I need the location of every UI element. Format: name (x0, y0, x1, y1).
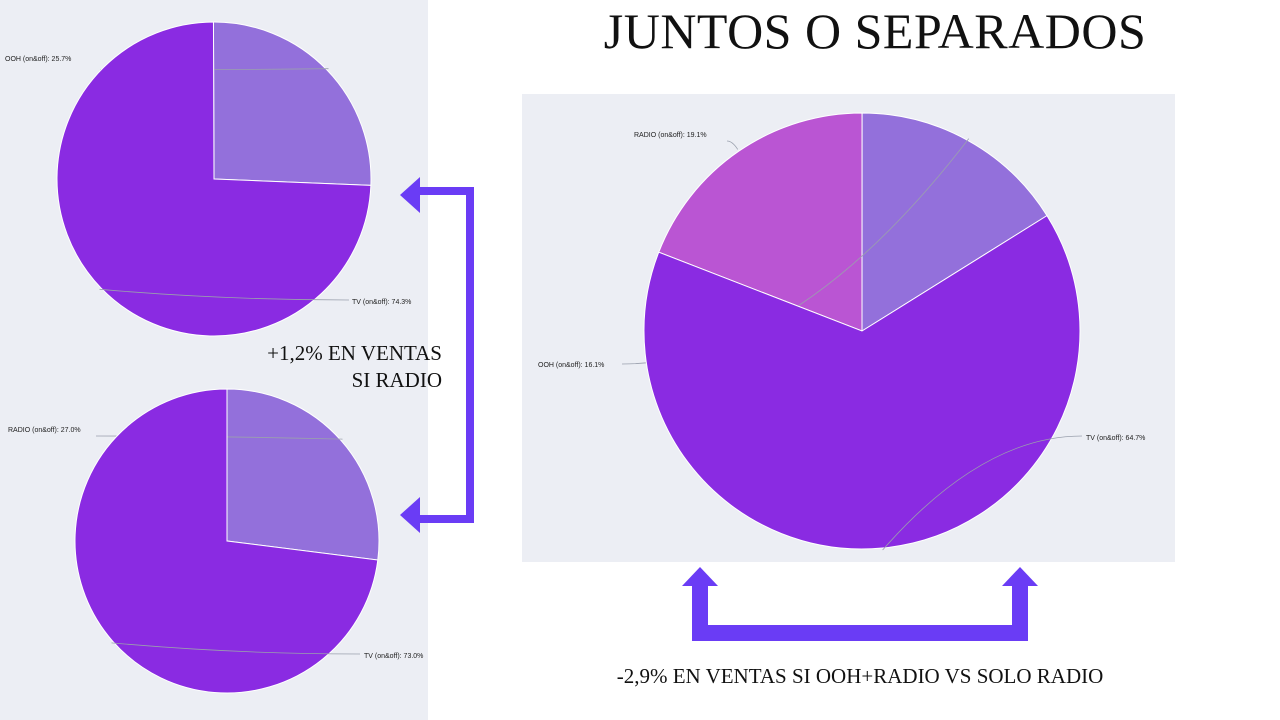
pie-slice-label: OOH (on&off): 16.1% (538, 362, 604, 369)
left-caption: +1,2% EN VENTAS SI RADIO (240, 340, 442, 394)
arrow-head-up-left (682, 567, 718, 586)
pie-chart-ooh-tv: OOH (on&off): 25.7% TV (on&off): 74.3% (5, 21, 411, 337)
page-title: JUNTOS O SEPARADOS (603, 3, 1147, 59)
pie-slice-label: TV (on&off): 73.0% (364, 653, 423, 660)
pie-slice-label: TV (on&off): 74.3% (352, 299, 411, 306)
pie-slice-label: RADIO (on&off): 27.0% (8, 427, 81, 434)
pie-slice-label: OOH (on&off): 25.7% (5, 56, 71, 63)
pie-label-leader (726, 140, 739, 150)
pie-label-leader (99, 288, 350, 301)
pie-slice-label: RADIO (on&off): 19.1% (634, 132, 707, 139)
left-caption-line-2: SI RADIO (351, 368, 442, 392)
pie-slice (56, 21, 372, 337)
pie-slice-label: TV (on&off): 64.7% (1086, 435, 1145, 442)
pie-slice (643, 214, 1081, 550)
pie-slice (212, 21, 372, 186)
bottom-caption: -2,9% EN VENTAS SI OOH+RADIO VS SOLO RAD… (616, 664, 1104, 688)
arrow-head-bottom-left (400, 497, 420, 533)
pie-slice (74, 388, 379, 694)
arrow-head-top-left (400, 177, 420, 213)
left-caption-line-1: +1,2% EN VENTAS (267, 341, 442, 365)
pie-chart-radio-tv: RADIO (on&off): 27.0% TV (on&off): 73.0% (8, 388, 423, 694)
bottom-bracket-arrow (692, 584, 1028, 641)
pie-label-leader (111, 642, 361, 655)
pie-chart-radio-ooh-tv: RADIO (on&off): 19.1% OOH (on&off): 16.1%… (538, 112, 1145, 551)
left-bracket-arrow (420, 187, 474, 523)
pie-slice (658, 112, 863, 332)
pie-label-leader (882, 435, 1083, 551)
pie-slice (226, 388, 380, 561)
arrow-head-up-right (1002, 567, 1038, 586)
